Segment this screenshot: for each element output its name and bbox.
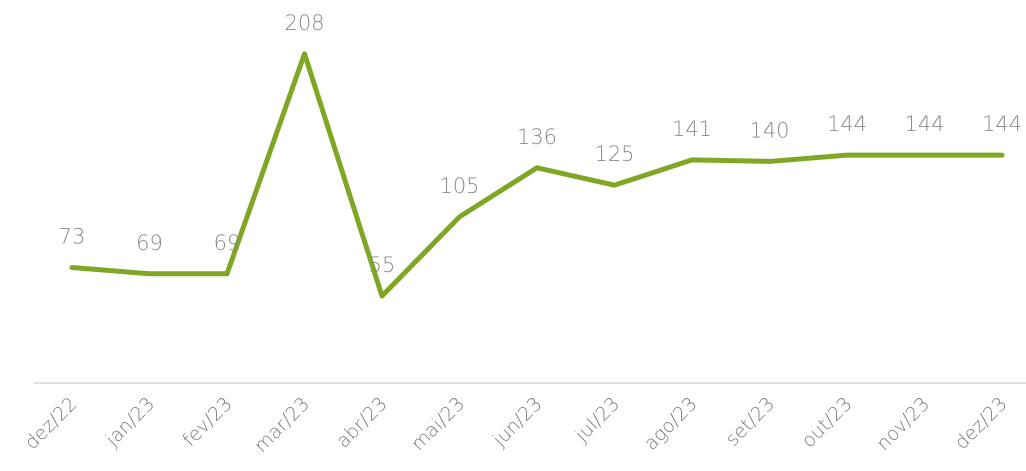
data-label: 144: [982, 112, 1022, 136]
data-label: 105: [439, 174, 479, 198]
x-tick-label: mar/23: [250, 393, 314, 457]
data-label: 140: [749, 118, 789, 142]
x-tick-label: ago/23: [640, 393, 702, 455]
data-label: 69: [214, 231, 241, 255]
x-tick-label: nov/23: [872, 393, 934, 455]
x-tick-label: jul/23: [570, 393, 624, 447]
x-tick-label: jan/23: [101, 393, 159, 451]
data-label: 144: [904, 112, 944, 136]
data-label: 144: [827, 112, 867, 136]
x-tick-label: mai/23: [407, 393, 469, 455]
x-tick-label: jun/23: [488, 393, 547, 452]
x-tick-label: set/23: [721, 393, 779, 451]
data-label: 73: [59, 224, 86, 248]
x-tick-label: abr/23: [332, 393, 391, 452]
x-tick-label: fev/23: [178, 393, 236, 451]
data-label: 141: [672, 117, 712, 141]
data-label: 136: [517, 125, 557, 149]
data-label: 208: [284, 11, 324, 35]
line: [69, 51, 1005, 299]
data-label: 69: [136, 231, 163, 255]
x-tick-label: dez/23: [951, 393, 1012, 454]
x-tick-label: dez/22: [21, 393, 82, 454]
data-label: 125: [594, 142, 634, 166]
data-label: 55: [369, 253, 396, 277]
x-tick-label: out/23: [797, 393, 856, 452]
